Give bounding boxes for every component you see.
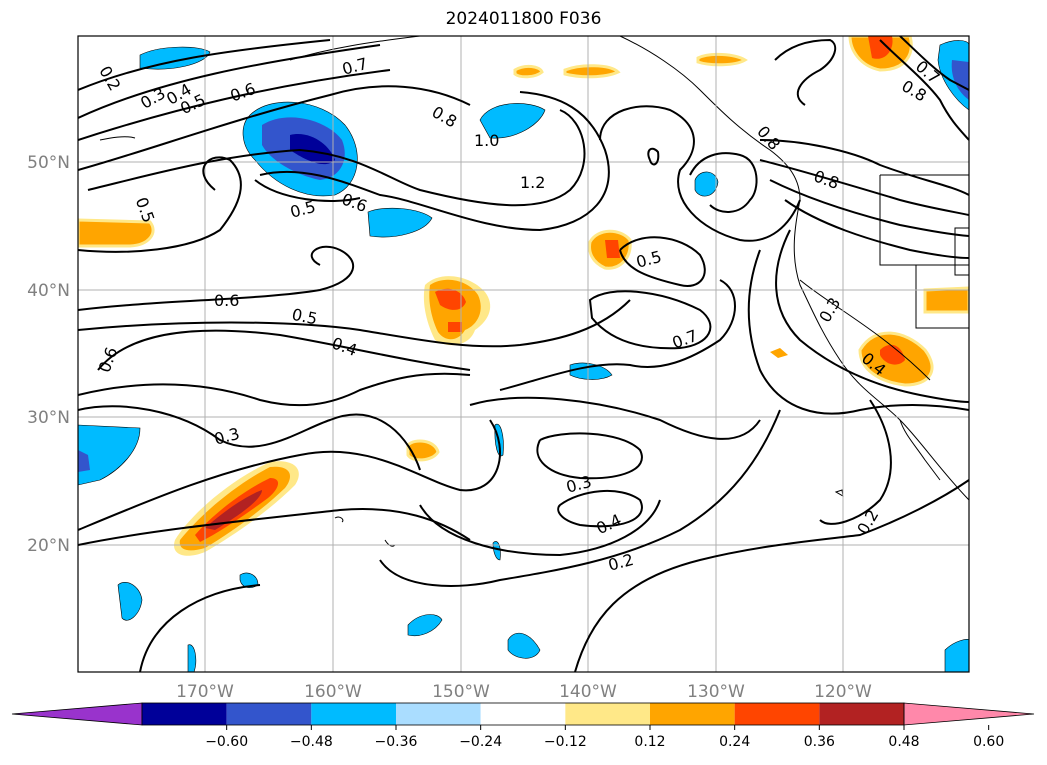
colorbar: −0.60 −0.48 −0.36 −0.24 −0.12 0.12 0.24 0.36 0.4… [11,702,1035,750]
colorbar-bin [734,703,820,725]
positive-anomaly [205,490,262,530]
colorbar-tick-label: −0.12 [544,734,587,750]
negative-anomaly [367,207,433,238]
positive-anomaly [563,64,621,79]
graticule [78,36,969,672]
contour-label: 0.5 [288,197,318,222]
contour-label: 0.6 [228,79,258,106]
lon-label: 160°W [304,682,362,702]
contour-label: 0.5 [290,305,319,329]
negative-anomaly [944,639,969,672]
contour-label: 0.4 [329,333,359,360]
colorbar-bin [650,703,735,725]
positive-anomaly [696,52,748,67]
contour-label: 0.6 [339,189,369,216]
colorbar-extend-high [903,702,1035,726]
latitude-labels: 50°N 40°N 30°N 20°N [27,153,70,556]
colorbar-tick-label: −0.48 [290,734,333,750]
positive-anomaly [868,36,893,59]
colorbar-tick-label: 0.36 [804,734,835,750]
colorbar-bin [480,703,566,725]
longitude-labels: 170°W 160°W 150°W 140°W 130°W 120°W [176,682,872,702]
colorbar-tick-label: 0.60 [973,734,1004,750]
positive-anomaly [513,64,544,79]
contour-label: 0.6 [95,345,122,375]
positive-anomaly [448,322,462,332]
map-frame [77,35,970,673]
negative-anomaly [694,171,719,197]
negative-anomaly [492,541,501,561]
positive-anomaly [923,286,969,314]
colorbar-tick-label: 0.24 [719,734,750,750]
contour-label: 0.2 [606,550,636,575]
positive-anomaly [435,288,466,310]
contours [78,36,969,672]
negative-anomaly [187,644,197,672]
colorbar-bin [565,703,650,725]
contour-label: 0.3 [815,294,844,326]
negative-anomaly [951,60,969,100]
colorbar-tick-label: −0.24 [459,734,502,750]
contour-label: 1.0 [474,131,499,150]
colorbar-bin [311,703,396,725]
negative-anomaly [78,424,141,486]
positive-anomaly [78,218,155,248]
contour-label: 0.7 [670,326,700,353]
colorbar-tick-label: 0.12 [634,734,665,750]
negative-anomaly [78,450,90,472]
lat-label: 50°N [27,153,70,173]
contour-label: 0.8 [429,102,461,131]
anomaly-shading [78,36,969,672]
colorbar-bin [142,703,227,725]
colorbar-bin [396,703,481,725]
contour-label: 0.8 [753,122,784,154]
colorbar-tick-label: −0.60 [205,734,248,750]
contour-label: 0.8 [811,166,841,193]
negative-anomaly [507,632,541,659]
contour-label: 0.2 [853,506,882,538]
negative-anomaly [117,581,143,621]
colorbar-bin [226,703,312,725]
lon-label: 140°W [559,682,617,702]
lat-label: 40°N [27,281,70,301]
lon-label: 150°W [432,682,490,702]
positive-anomaly [880,344,905,365]
contour-label: 1.2 [520,173,545,192]
negative-anomaly [569,362,613,380]
lon-label: 120°W [814,682,872,702]
lat-label: 20°N [27,536,70,556]
contour-label: 0.5 [634,247,664,272]
colorbar-extend-low [11,702,143,726]
contour-label: 0.7 [340,54,370,79]
negative-anomaly [139,46,211,70]
lon-label: 130°W [687,682,745,702]
positive-anomaly [406,439,440,462]
colorbar-frame [141,702,905,726]
contour-label: 0.4 [593,510,624,538]
negative-anomaly [290,134,335,165]
colorbar-tick-label: 0.48 [888,734,919,750]
lat-label: 30°N [27,408,70,428]
positive-anomaly [770,348,788,358]
map-title: 2024011800 F036 [445,9,602,29]
negative-anomaly [479,103,546,139]
contour-label: 0.6 [214,291,239,310]
colorbar-bin [819,703,904,725]
contour-label: 0.2 [95,63,124,95]
lon-label: 170°W [176,682,234,702]
negative-anomaly [407,614,443,637]
contour-label: 0.3 [137,83,169,112]
positive-anomaly [605,240,620,258]
colorbar-tick-label: −0.36 [375,734,418,750]
